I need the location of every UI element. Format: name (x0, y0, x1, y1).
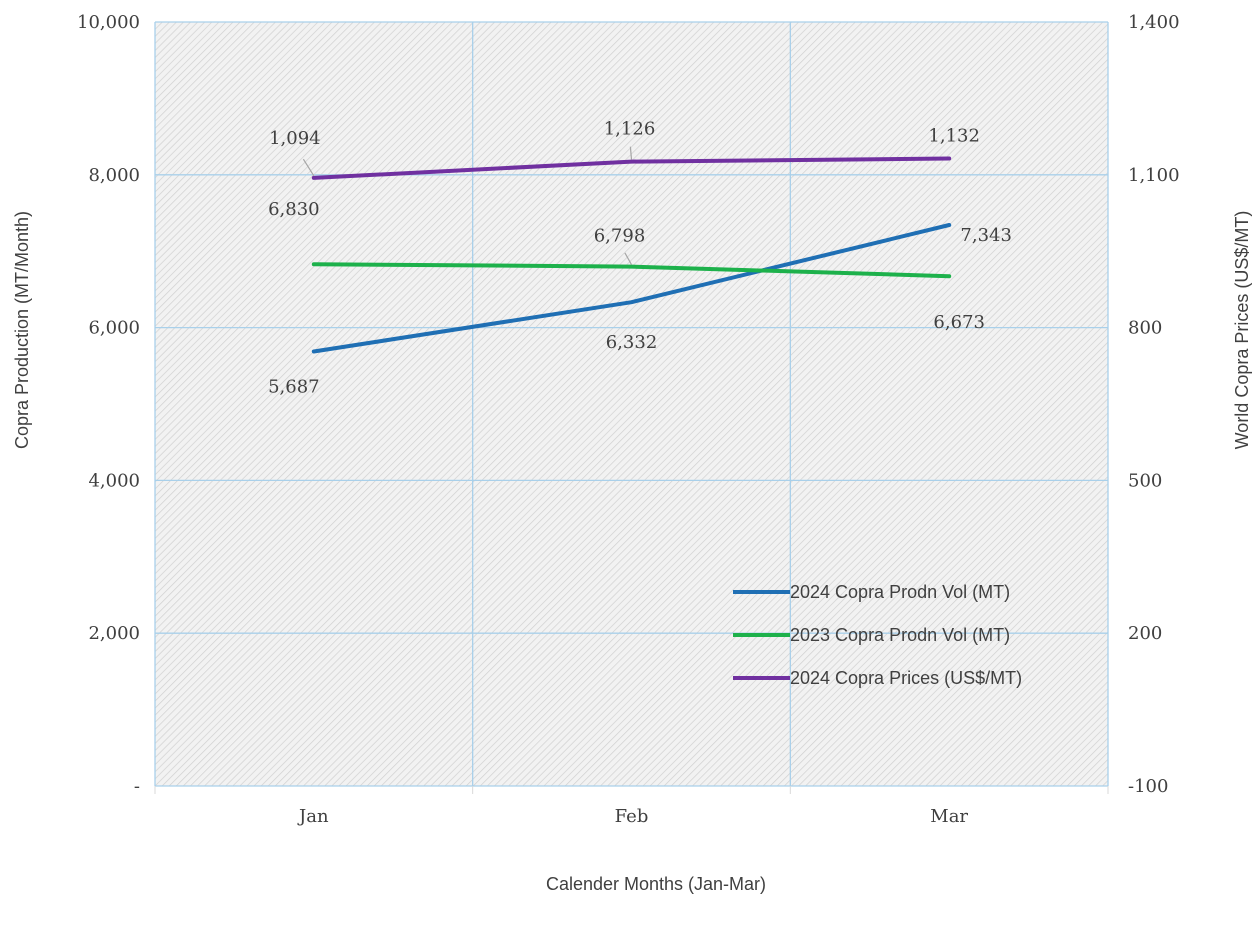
y-tick-label: 6,000 (88, 318, 140, 339)
y-tick-label: 2,000 (88, 623, 140, 644)
data-label: 6,798 (594, 226, 646, 247)
series-line-2 (311, 156, 952, 180)
x-axis-title: Calender Months (Jan-Mar) (546, 874, 766, 894)
data-label: 6,332 (606, 332, 658, 353)
y-tick-label: 4,000 (88, 470, 140, 491)
x-axis-ticks: Jan Feb Mar (297, 806, 968, 827)
y2-tick-label: 200 (1128, 623, 1162, 644)
data-label: 1,094 (269, 128, 321, 149)
y2-tick-label: -100 (1128, 776, 1168, 797)
y2-tick-label: 1,400 (1128, 12, 1180, 33)
label-leader-line (302, 158, 315, 177)
data-label: 6,830 (268, 199, 320, 220)
x-tick-label: Mar (930, 806, 968, 827)
data-label: 6,673 (933, 312, 985, 333)
right-axis-ticks: -100 200 500 800 1,100 1,400 (1128, 12, 1180, 797)
data-label: 1,126 (604, 119, 656, 140)
y-tick-label: 10,000 (77, 12, 140, 33)
series-group (311, 156, 952, 354)
y2-tick-label: 1,100 (1128, 165, 1180, 186)
label-leader-line (629, 146, 633, 160)
y2-axis-title: World Copra Prices (US$/MT) (1232, 211, 1252, 450)
series-line-1 (311, 262, 952, 279)
legend: 2024 Copra Prodn Vol (MT) 2023 Copra Prod… (733, 582, 1022, 688)
data-label: 5,687 (268, 377, 320, 398)
y2-tick-label: 500 (1128, 470, 1162, 491)
label-leader-line (624, 252, 633, 265)
series-line-0 (311, 223, 952, 354)
data-labels: 5,687 6,332 7,343 6,830 6,798 6,673 1,094 1,126… (268, 119, 1012, 398)
y-axis-title: Copra Production (MT/Month) (12, 211, 32, 449)
left-axis-ticks: - 2,000 4,000 6,000 8,000 10,000 (77, 12, 140, 797)
legend-label: 2024 Copra Prodn Vol (MT) (790, 582, 1010, 602)
x-tick-label: Feb (615, 806, 649, 827)
plot-area (155, 22, 1108, 786)
data-label: 7,343 (960, 225, 1012, 246)
y-tick-label: 8,000 (88, 165, 140, 186)
x-tick-label: Jan (297, 806, 329, 827)
legend-label: 2023 Copra Prodn Vol (MT) (790, 625, 1010, 645)
y2-tick-label: 800 (1128, 318, 1162, 339)
y-tick-label: - (134, 776, 140, 797)
legend-label: 2024 Copra Prices (US$/MT) (790, 668, 1022, 688)
gridlines (154, 21, 1109, 794)
data-label: 1,132 (928, 126, 980, 147)
